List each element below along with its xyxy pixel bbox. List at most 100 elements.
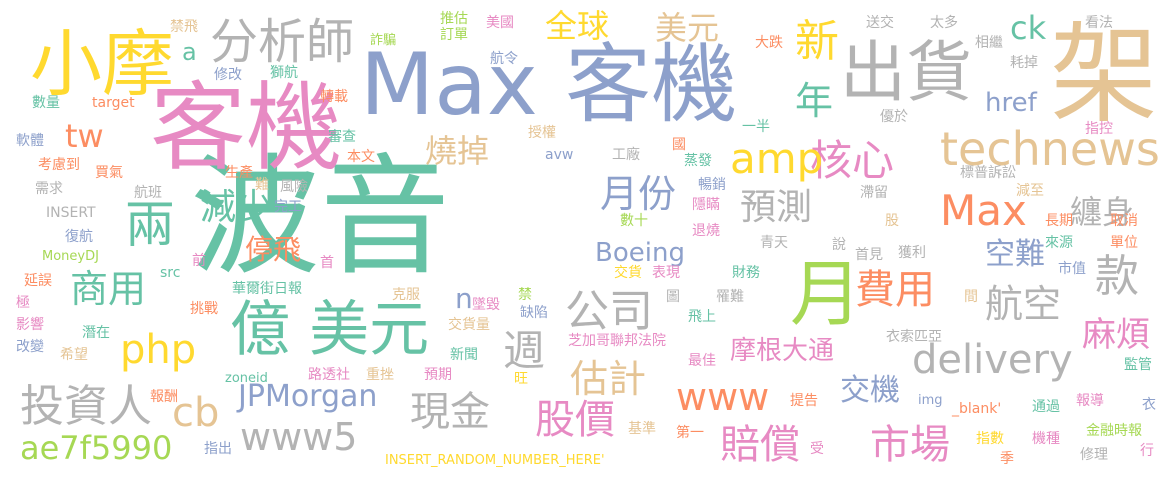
word: 延誤 — [24, 273, 52, 289]
word: 交貨量 — [448, 317, 490, 333]
word: 指出 — [204, 441, 232, 457]
word: Max 客機 — [360, 35, 738, 135]
word: target — [92, 95, 135, 111]
word: 空難 — [985, 237, 1045, 272]
word: 復航 — [65, 229, 93, 245]
word: 太多 — [930, 15, 958, 31]
word: 客機 — [150, 72, 342, 184]
word: MoneyDJ — [42, 249, 99, 264]
word: 監管 — [1124, 357, 1152, 373]
word: 商用 — [70, 267, 147, 311]
word: 賠償 — [720, 422, 800, 468]
word: 送交 — [866, 15, 894, 31]
word: 新聞 — [450, 347, 478, 363]
word: 機種 — [1032, 431, 1060, 447]
word: 市場 — [870, 422, 950, 468]
word: ae7f5990 — [20, 429, 173, 467]
word: 間 — [964, 289, 978, 305]
word: 報導 — [1076, 393, 1104, 409]
word: 減至 — [1016, 183, 1044, 199]
word: 架 — [1050, 13, 1159, 138]
word: 禁 — [518, 287, 532, 303]
word: 摩根大通 — [730, 336, 835, 366]
word: www5 — [240, 415, 358, 459]
word: 長期 — [1045, 213, 1073, 229]
word: 投資人 — [20, 381, 152, 432]
word: 股價 — [535, 397, 615, 443]
word: 基準 — [628, 421, 656, 437]
word: tw — [65, 117, 104, 155]
word: 禁飛 — [170, 19, 198, 35]
word: 月 — [790, 252, 863, 336]
word: 看法 — [1085, 15, 1113, 31]
word: n — [455, 282, 473, 315]
word: 出貨 — [840, 34, 972, 111]
word: 國 — [672, 137, 686, 153]
word: 工廠 — [612, 147, 640, 163]
word: 美國 — [486, 15, 514, 31]
word: 旺 — [514, 371, 528, 387]
word: 重挫 — [366, 367, 394, 383]
word: 蒸發 — [684, 153, 712, 169]
word: 退燒 — [692, 223, 720, 239]
word: INSERT_RANDOM_NUMBER_HERE' — [385, 453, 605, 468]
word: 報酬 — [150, 389, 178, 405]
word: 公司 — [565, 286, 653, 337]
word: _blank' — [952, 401, 1002, 417]
word: 航令 — [490, 51, 518, 67]
word: 難 — [255, 177, 269, 193]
word: img — [918, 393, 943, 408]
word: 推估 — [440, 11, 468, 27]
word: 停飛 — [245, 233, 302, 266]
word: Boeing — [595, 238, 685, 268]
word: 波音 — [190, 141, 451, 293]
word: 本文 — [347, 149, 375, 165]
word: 隱瞞 — [692, 197, 720, 213]
word: cb — [172, 390, 220, 436]
word: 數十 — [620, 213, 648, 229]
word: 大跌 — [755, 35, 783, 51]
word: 股 — [885, 213, 899, 229]
word: 完工 — [274, 199, 302, 215]
word: 交貨 — [614, 265, 642, 281]
word: 市值 — [1058, 261, 1086, 277]
word: amp — [730, 134, 824, 183]
word: 首見 — [855, 247, 883, 263]
word: 週 — [503, 326, 546, 375]
word: 提告 — [790, 393, 818, 409]
word: 衣索匹亞 — [886, 329, 942, 345]
word: 美元 — [655, 9, 720, 47]
word: 金融時報 — [1086, 423, 1142, 439]
word: 費用 — [855, 267, 935, 313]
word: JPMorgan — [238, 379, 378, 414]
word: 極 — [16, 295, 30, 311]
word: 行 — [1140, 443, 1154, 459]
word: 款 — [1095, 251, 1139, 302]
word: 暢銷 — [698, 177, 726, 193]
word: php — [120, 327, 197, 373]
word: 一半 — [742, 119, 770, 135]
word: 估計 — [570, 357, 647, 401]
word: 華爾街日報 — [232, 281, 302, 297]
word: 月份 — [600, 172, 677, 216]
word: 年 — [795, 79, 834, 123]
word: 分析師 — [210, 14, 355, 70]
word: 滯留 — [860, 185, 888, 201]
word: 首 — [320, 255, 334, 271]
word: ck — [1010, 9, 1047, 47]
word: 修改 — [214, 67, 242, 83]
word: 獅航 — [270, 65, 298, 81]
word: Max — [940, 186, 1027, 235]
word: 預期 — [424, 367, 452, 383]
word: 買氣 — [95, 165, 123, 181]
word: 耗掉 — [1010, 55, 1038, 71]
word: 最佳 — [688, 353, 716, 369]
word: 通過 — [1032, 399, 1060, 415]
word: 罹難 — [716, 289, 744, 305]
word: 圖 — [666, 289, 680, 305]
word: 前 — [192, 253, 206, 269]
word: 路透社 — [308, 367, 350, 383]
word: 墜毀 — [472, 297, 500, 313]
word: 修理 — [1080, 447, 1108, 463]
word: 現金 — [410, 389, 490, 435]
